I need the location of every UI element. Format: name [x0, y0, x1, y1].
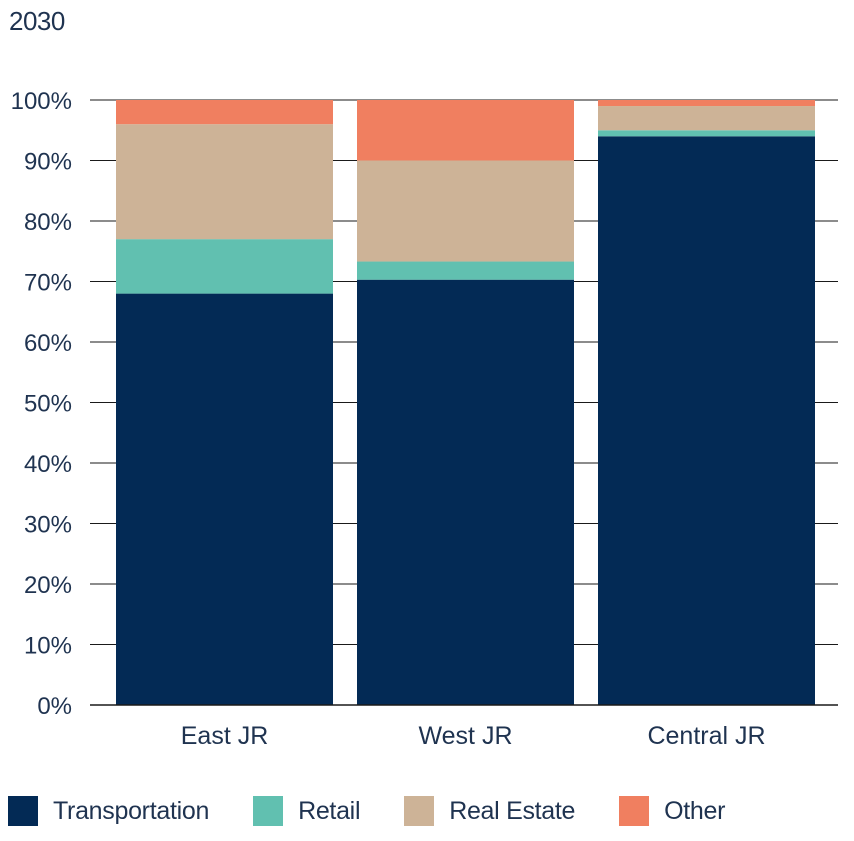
y-tick-label: 20% — [24, 572, 72, 599]
stacked-bar-chart: 0% 10% 20% 30% 40% 50% 60% 70% 80% 90% 100% East JR… — [11, 88, 838, 750]
bar-segment-transportation — [598, 136, 815, 706]
y-tick-label: 10% — [24, 633, 72, 660]
legend-label: Retail — [298, 796, 361, 825]
bar-segment-transportation — [116, 293, 333, 705]
bar-segment-retail — [357, 261, 574, 280]
y-tick-label: 30% — [24, 512, 72, 539]
legend-label: Other — [664, 796, 726, 825]
legend-item: Other — [619, 796, 725, 826]
legend-swatch — [619, 796, 650, 826]
y-tick-label: 50% — [24, 391, 72, 418]
x-tick-label: Central JR — [647, 722, 765, 750]
legend-swatch — [253, 796, 284, 826]
bar-segment-transportation — [357, 279, 574, 705]
y-tick-label: 40% — [24, 451, 72, 478]
legend-item: Real Estate — [404, 796, 575, 826]
chart-title: 2030 — [9, 6, 65, 36]
bar-segment-real-estate — [598, 106, 815, 131]
bar-segment-other — [357, 100, 574, 161]
bar-segment-retail — [598, 130, 815, 137]
legend-swatch — [8, 796, 38, 826]
legend-swatch — [404, 796, 435, 826]
legend-item: Transportation — [8, 796, 209, 826]
y-tick-label: 90% — [24, 149, 72, 176]
y-tick-label: 60% — [24, 330, 72, 357]
bar-segment-other — [598, 100, 815, 107]
y-tick-label: 80% — [24, 209, 72, 236]
legend-label: Transportation — [53, 796, 210, 825]
bar-segment-real-estate — [357, 160, 574, 262]
bar-segment-other — [116, 100, 333, 125]
y-tick-label: 0% — [37, 693, 72, 720]
x-tick-label: West JR — [419, 722, 513, 750]
legend-item: Retail — [253, 796, 361, 826]
axes: 0% 10% 20% 30% 40% 50% 60% 70% 80% 90% 100% East JR… — [11, 88, 838, 750]
y-tick-label: 100% — [11, 88, 72, 115]
bar-segment-real-estate — [116, 124, 333, 240]
legend: Transportation Retail Real Estate Other — [8, 794, 769, 828]
legend-label: Real Estate — [449, 796, 576, 825]
x-tick-label: East JR — [181, 722, 269, 750]
y-tick-label: 70% — [24, 270, 72, 297]
bars — [116, 100, 815, 706]
bar-segment-retail — [116, 239, 333, 294]
